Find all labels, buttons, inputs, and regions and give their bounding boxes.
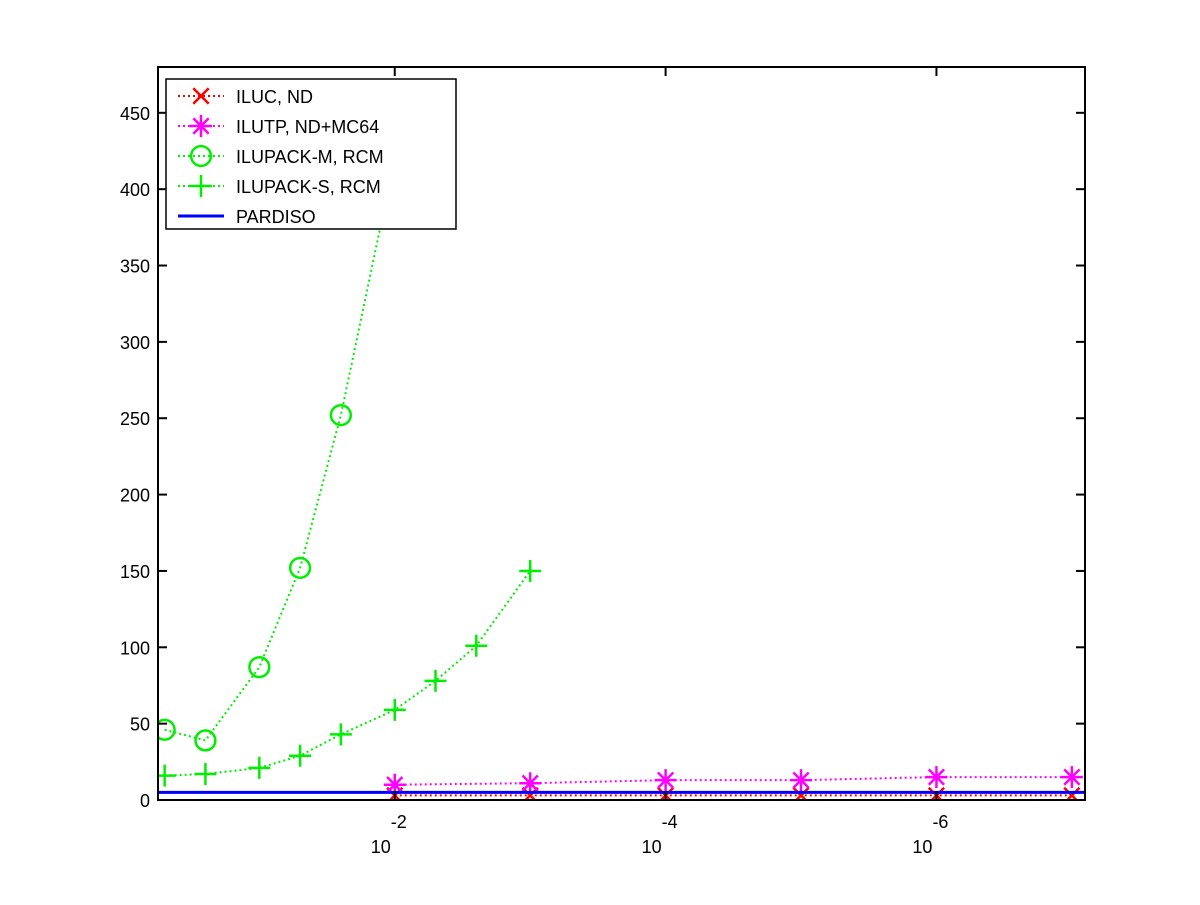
legend-label: ILUTP, ND+MC64 [236, 117, 379, 137]
legend-label: ILUC, ND [236, 87, 313, 107]
series-line [164, 158, 396, 742]
y-tick-label: 300 [120, 333, 150, 353]
x-tick-label: 10 [642, 837, 662, 857]
y-tick-label: 250 [120, 409, 150, 429]
legend-marker [190, 175, 212, 197]
marker [158, 764, 176, 787]
marker [1063, 786, 1081, 800]
marker [1060, 766, 1083, 789]
marker [519, 772, 542, 795]
marker [158, 718, 176, 741]
marker [790, 769, 813, 792]
y-tick-label: 50 [130, 715, 150, 735]
marker [248, 756, 271, 779]
marker [424, 669, 447, 692]
legend-marker [190, 115, 212, 137]
marker [248, 655, 271, 679]
marker [194, 763, 217, 786]
marker [383, 698, 406, 721]
marker [329, 723, 352, 746]
x-tick-label: 10 [912, 837, 932, 857]
marker [925, 766, 948, 789]
y-tick-label: 100 [120, 638, 150, 658]
legend: ILUC, ND ILUTP, ND+MC64 ILUPACK-M, RCM ILUP… [165, 78, 457, 230]
y-tick-label: 450 [120, 104, 150, 124]
y-tick-label: 150 [120, 562, 150, 582]
legend-marker [189, 144, 213, 168]
marker [329, 404, 353, 427]
marker [289, 744, 312, 767]
x-tick-exponent: -6 [932, 812, 948, 832]
marker [521, 786, 539, 800]
legend-marker [192, 87, 210, 105]
marker [465, 634, 488, 657]
plot-area [158, 147, 1085, 800]
marker [654, 769, 677, 792]
y-tick-label: 200 [120, 486, 150, 506]
legend-label: ILUPACK-S, RCM [236, 177, 381, 197]
marker [519, 559, 542, 582]
marker [792, 786, 810, 800]
y-tick-label: 400 [120, 180, 150, 200]
x-tick-exponent: -4 [662, 812, 678, 832]
x-tick-exponent: -2 [391, 812, 407, 832]
y-tick-label: 350 [120, 257, 150, 277]
marker [194, 729, 217, 752]
marker [288, 556, 312, 580]
legend-box [165, 78, 457, 230]
legend-label: ILUPACK-M, RCM [236, 147, 384, 167]
legend-label: PARDISO [236, 207, 316, 227]
axes-box [157, 66, 1086, 801]
x-tick-label: 10 [371, 837, 391, 857]
marker [383, 773, 406, 796]
y-tick-label: 0 [140, 791, 150, 811]
